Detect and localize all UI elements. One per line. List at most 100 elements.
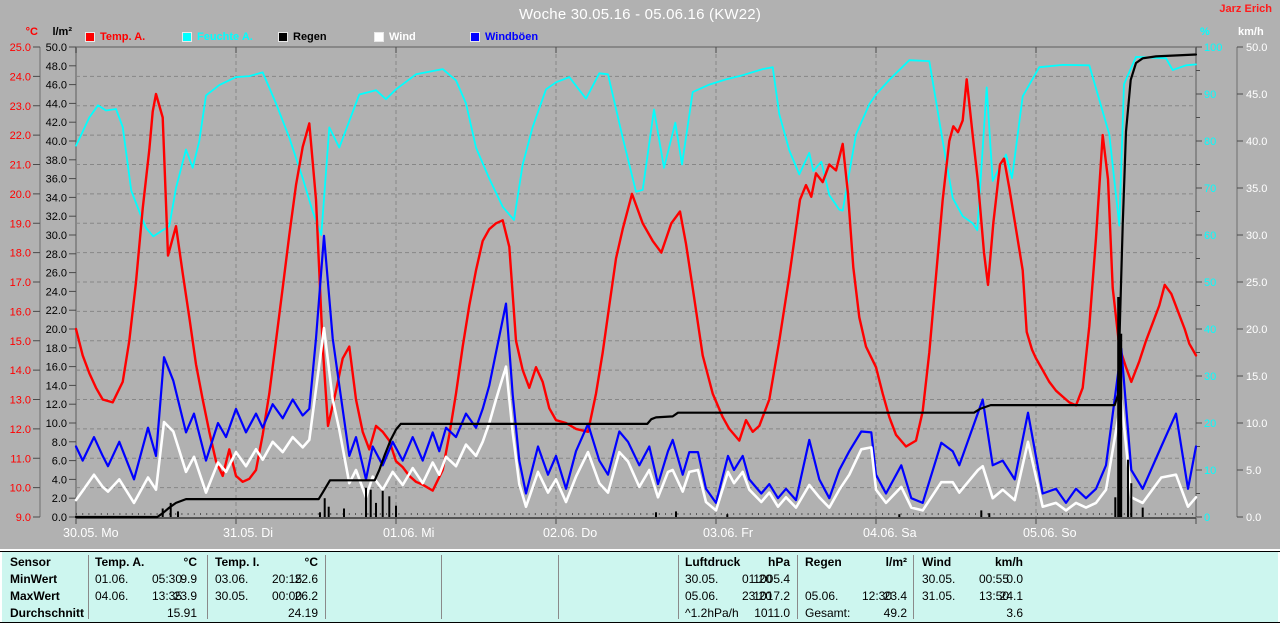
series-line-temp-a- (74, 78, 1198, 492)
axis-title-rain: l/m² (52, 26, 72, 38)
rain-intensity-bar (375, 502, 377, 517)
axis-title-temp: °C (25, 26, 38, 38)
rain-tick-label: 46.0 (46, 80, 67, 92)
column-header: Wind (922, 555, 952, 569)
rain-tick-label: 30.0 (46, 230, 67, 242)
rain-tick-label: 18.0 (46, 343, 67, 355)
rain-tick-label: 40.0 (46, 136, 67, 148)
cell-date: 01.06. (95, 572, 129, 586)
cell-date: Gesamt: (805, 606, 851, 620)
cell-date: 30.05. (685, 572, 719, 586)
cell-value: 26.2 (294, 589, 318, 603)
rain-intensity-bar (1130, 483, 1133, 517)
cell-value: 3.6 (1006, 606, 1023, 620)
cell-date: 03.06. (215, 572, 249, 586)
temp-tick-label: 19.0 (10, 218, 31, 230)
rain-tick-label: 0.0 (52, 512, 67, 524)
cell-date: 05.06. (685, 589, 719, 603)
day-label: 01.06. Mi (383, 526, 435, 540)
cell-value: 0.0 (1006, 572, 1023, 586)
cell-time: 05:30 (152, 572, 183, 586)
temp-tick-label: 24.0 (10, 71, 31, 83)
table-row-label: MinWert (10, 572, 58, 586)
cell-value: 1017.2 (753, 589, 790, 603)
rain-tick-label: 26.0 (46, 268, 67, 280)
table-row-label: Durchschnitt (10, 606, 85, 620)
wind-tick-label: 25.0 (1246, 277, 1267, 289)
cell-value: 24.1 (999, 589, 1023, 603)
cell-value: 23.4 (883, 589, 907, 603)
column-unit: hPa (767, 555, 790, 569)
legend-swatch-icon (374, 32, 384, 42)
rain-intensity-bar (726, 514, 729, 517)
column-unit: °C (183, 555, 197, 569)
series-line-windb-en (74, 234, 1198, 504)
table-divider (441, 555, 442, 619)
humidity-tick-label: 50 (1204, 277, 1216, 289)
rain-intensity-bar (161, 508, 164, 517)
table-divider (207, 555, 208, 619)
humidity-tick-label: 30 (1204, 371, 1216, 383)
rain-intensity-bar (395, 505, 397, 517)
series-line-wind (74, 326, 1198, 512)
legend-label: Regen (293, 31, 327, 43)
temp-tick-label: 9.0 (16, 512, 31, 524)
rain-tick-label: 4.0 (52, 474, 67, 486)
temp-tick-label: 13.0 (10, 395, 31, 407)
rain-intensity-bar (327, 506, 330, 517)
day-label: 31.05. Di (223, 526, 274, 540)
wind-tick-label: 10.0 (1246, 418, 1267, 430)
column-unit: km/h (994, 555, 1023, 569)
rain-tick-label: 10.0 (46, 418, 67, 430)
page-title: Woche 30.05.16 - 05.06.16 (KW22) (518, 6, 762, 23)
rain-tick-label: 16.0 (46, 362, 67, 374)
legend-label: Wind (389, 31, 416, 43)
rain-tick-label: 38.0 (46, 155, 67, 167)
cell-time: 13:50 (979, 589, 1010, 603)
rain-tick-label: 50.0 (46, 42, 67, 54)
rain-tick-label: 8.0 (52, 437, 67, 449)
rain-intensity-bar (675, 511, 677, 517)
rain-tick-label: 14.0 (46, 380, 67, 392)
wind-tick-label: 40.0 (1246, 136, 1267, 148)
temp-tick-label: 11.0 (10, 453, 31, 465)
column-unit: °C (304, 555, 318, 569)
table-divider (678, 555, 679, 619)
rain-intensity-bar (898, 514, 901, 517)
humidity-tick-label: 20 (1204, 418, 1216, 430)
cell-value: 23.9 (173, 589, 197, 603)
rain-intensity-bar (369, 489, 372, 517)
cell-time: 00:00 (272, 589, 303, 603)
cell-date: ^1.2hPa/h (685, 606, 739, 620)
rain-intensity-bar (655, 512, 657, 517)
temp-tick-label: 21.0 (10, 160, 31, 172)
humidity-tick-label: 80 (1204, 136, 1216, 148)
cell-time: 20:15 (272, 572, 303, 586)
rain-intensity-bar (980, 510, 983, 517)
table-divider (797, 555, 798, 619)
cell-date: 30.05. (922, 572, 956, 586)
cell-value: 9.9 (180, 572, 197, 586)
cell-value: 1005.4 (753, 572, 790, 586)
rain-intensity-bar (1119, 333, 1123, 517)
legend-swatch-icon (278, 32, 288, 42)
stats-table: Sensor MinWert MaxWert Durchschnitt Temp. A.… (0, 549, 1280, 625)
rain-tick-label: 44.0 (46, 98, 67, 110)
rain-intensity-bar (177, 511, 179, 517)
table-divider (558, 555, 559, 619)
legend-label: Windböen (485, 31, 539, 43)
cell-time: 01:20 (742, 572, 773, 586)
legend: Temp. A. Feuchte A. Regen Wind Windböen (0, 31, 1200, 45)
legend-swatch-icon (470, 32, 480, 42)
humidity-tick-label: 70 (1204, 183, 1216, 195)
table-row-label: Sensor (10, 555, 51, 569)
chart-plot: 25.0 24.0 23.0 22.0 21.0 20.0 19.0 18.0 17.0 16.0… (10, 42, 1267, 524)
day-label: 05.06. So (1023, 526, 1077, 540)
temp-tick-label: 14.0 (10, 365, 31, 377)
cell-date: 04.06. (95, 589, 129, 603)
rain-intensity-bar (169, 502, 172, 517)
temp-tick-label: 22.0 (10, 130, 31, 142)
legend-label: Feuchte A. (197, 31, 253, 43)
temp-tick-label: 10.0 (10, 483, 31, 495)
